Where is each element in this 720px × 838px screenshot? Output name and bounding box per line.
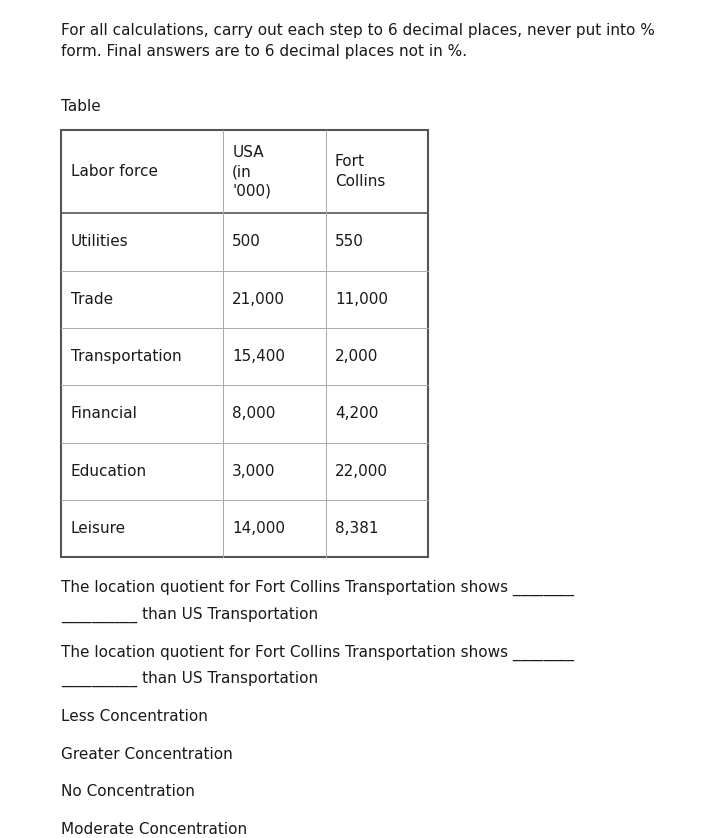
Text: Leisure: Leisure xyxy=(71,521,126,536)
Text: 22,000: 22,000 xyxy=(335,463,388,478)
Text: 500: 500 xyxy=(232,235,261,250)
Text: 14,000: 14,000 xyxy=(232,521,285,536)
Text: The location quotient for Fort Collins Transportation shows ________: The location quotient for Fort Collins T… xyxy=(61,580,575,596)
Text: No Concentration: No Concentration xyxy=(61,784,195,799)
Text: Education: Education xyxy=(71,463,147,478)
Text: __________ than US Transportation: __________ than US Transportation xyxy=(61,671,318,687)
Text: __________ than US Transportation: __________ than US Transportation xyxy=(61,607,318,623)
Text: Fort
Collins: Fort Collins xyxy=(335,154,385,189)
Text: Utilities: Utilities xyxy=(71,235,128,250)
Text: For all calculations, carry out each step to 6 decimal places, never put into %
: For all calculations, carry out each ste… xyxy=(61,23,655,59)
Text: 4,200: 4,200 xyxy=(335,406,378,422)
Text: Moderate Concentration: Moderate Concentration xyxy=(61,822,248,837)
Text: 11,000: 11,000 xyxy=(335,292,388,307)
Text: 15,400: 15,400 xyxy=(232,349,285,364)
Text: Labor force: Labor force xyxy=(71,164,158,179)
Text: 8,381: 8,381 xyxy=(335,521,379,536)
Text: Transportation: Transportation xyxy=(71,349,181,364)
Text: 21,000: 21,000 xyxy=(232,292,285,307)
Text: 3,000: 3,000 xyxy=(232,463,276,478)
Text: Financial: Financial xyxy=(71,406,138,422)
Text: Greater Concentration: Greater Concentration xyxy=(61,747,233,762)
Text: Table: Table xyxy=(61,99,101,114)
Text: USA
(in
'000): USA (in '000) xyxy=(232,145,271,199)
Text: 2,000: 2,000 xyxy=(335,349,378,364)
Text: Less Concentration: Less Concentration xyxy=(61,709,208,724)
Text: The location quotient for Fort Collins Transportation shows ________: The location quotient for Fort Collins T… xyxy=(61,644,575,660)
Text: 8,000: 8,000 xyxy=(232,406,276,422)
Text: 550: 550 xyxy=(335,235,364,250)
Text: Trade: Trade xyxy=(71,292,113,307)
